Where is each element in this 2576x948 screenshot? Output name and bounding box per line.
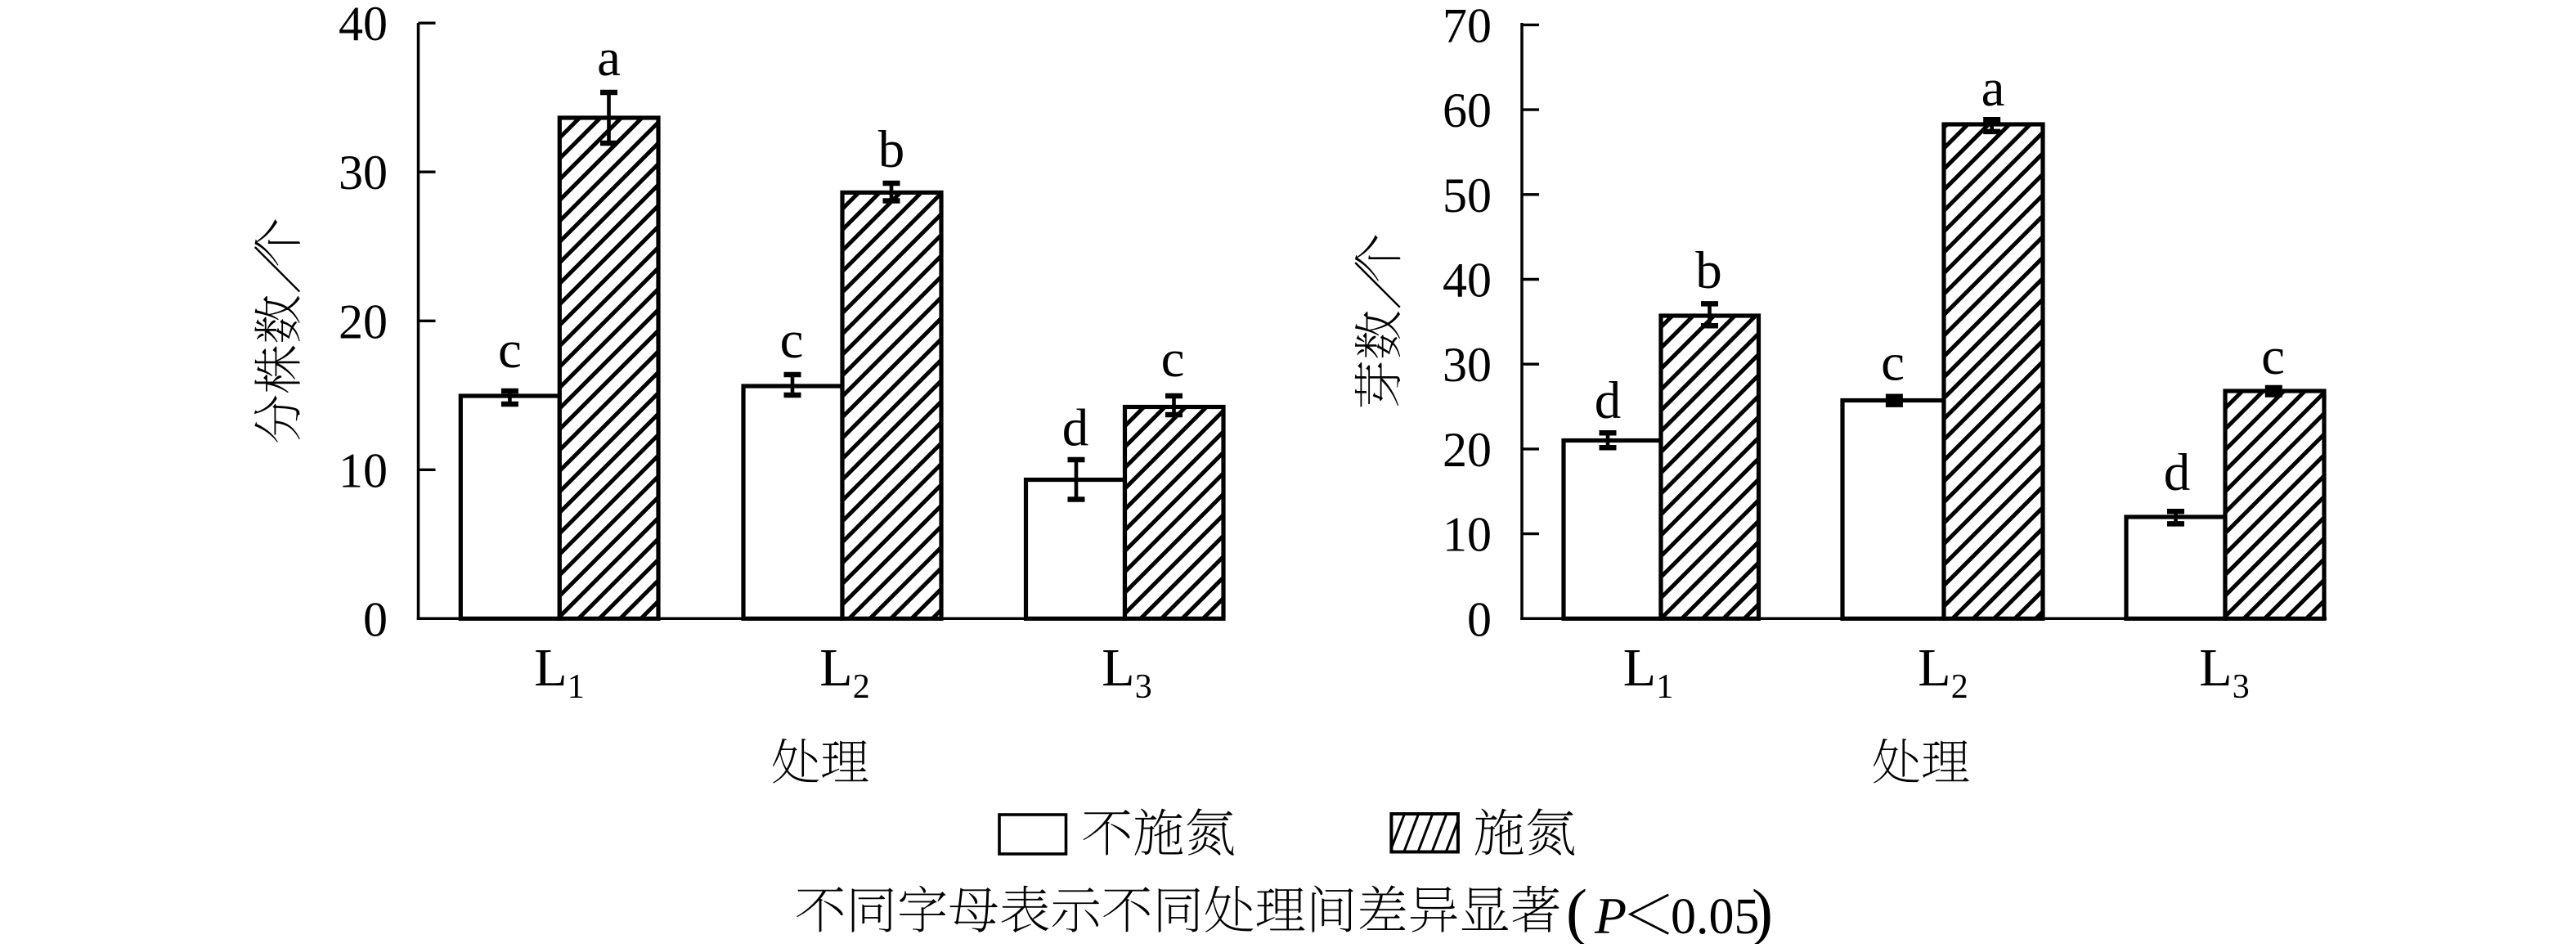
svg-text:L: L — [819, 638, 852, 698]
svg-text:30: 30 — [339, 146, 388, 200]
svg-text:b: b — [878, 120, 905, 179]
svg-text:20: 20 — [1443, 423, 1492, 477]
svg-text:c: c — [1161, 330, 1185, 389]
svg-text:10: 10 — [1443, 508, 1492, 562]
svg-text:L: L — [534, 638, 567, 698]
svg-text:c: c — [2261, 327, 2285, 386]
svg-text:0.05: 0.05 — [1671, 889, 1760, 944]
svg-text:L: L — [2199, 638, 2232, 698]
svg-text:3: 3 — [2233, 668, 2250, 706]
svg-text:3: 3 — [1135, 668, 1152, 706]
svg-text:2: 2 — [853, 668, 870, 706]
svg-text:1: 1 — [1656, 668, 1673, 706]
svg-text:d: d — [2164, 443, 2191, 502]
svg-text:): ) — [1752, 876, 1773, 944]
svg-text:(: ( — [1566, 876, 1587, 944]
svg-text:50: 50 — [1443, 168, 1492, 222]
svg-text:30: 30 — [1443, 338, 1492, 392]
svg-text:L: L — [1623, 638, 1656, 698]
svg-text:60: 60 — [1443, 83, 1492, 137]
svg-text:b: b — [1695, 241, 1722, 300]
svg-text:1: 1 — [568, 668, 585, 706]
svg-text:L: L — [1102, 638, 1134, 698]
svg-text:a: a — [1981, 59, 2005, 118]
svg-text:d: d — [1595, 371, 1622, 430]
svg-text:P: P — [1594, 887, 1627, 944]
svg-text:a: a — [597, 29, 621, 88]
svg-text:0: 0 — [1467, 592, 1492, 646]
svg-text:c: c — [1881, 334, 1905, 393]
svg-text:70: 70 — [1443, 0, 1492, 52]
svg-text:c: c — [780, 311, 804, 370]
svg-text:c: c — [498, 321, 522, 380]
svg-text:L: L — [1918, 638, 1950, 698]
svg-text:d: d — [1062, 399, 1089, 458]
svg-text:0: 0 — [363, 592, 388, 646]
svg-text:2: 2 — [1951, 668, 1968, 706]
svg-text:40: 40 — [339, 0, 388, 51]
svg-text:10: 10 — [339, 443, 388, 497]
svg-text:40: 40 — [1443, 254, 1492, 308]
svg-text:20: 20 — [339, 294, 388, 348]
